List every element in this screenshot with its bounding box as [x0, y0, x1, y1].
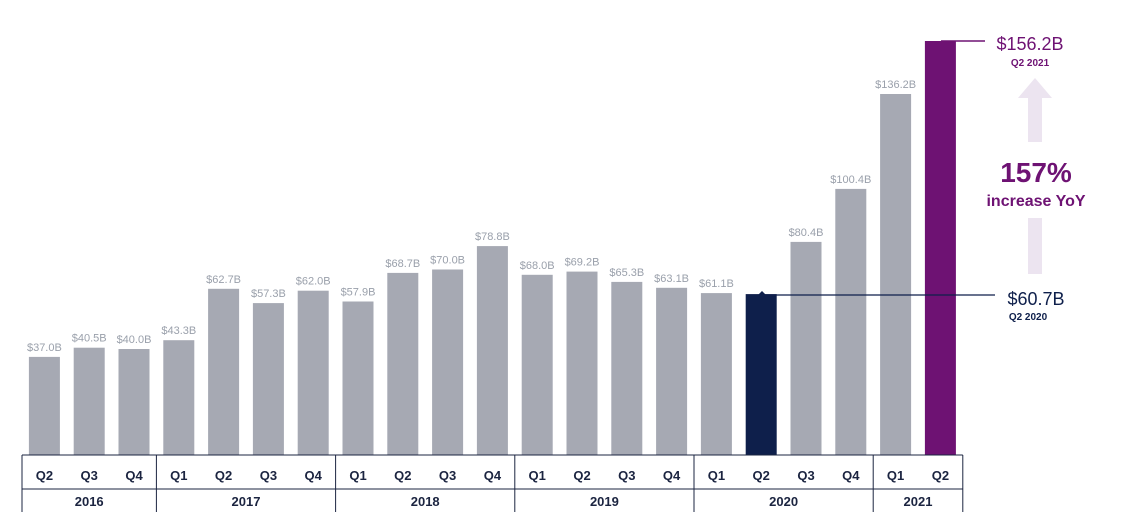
- bar-13: [611, 281, 643, 455]
- quarter-tick-8: Q2: [394, 468, 411, 483]
- bar-4: [208, 288, 240, 455]
- bar-10: [476, 246, 508, 455]
- bar-label-8: $68.7B: [385, 258, 420, 270]
- quarter-tick-3: Q1: [170, 468, 187, 483]
- bar-7: [342, 301, 374, 455]
- quarter-tick-6: Q4: [305, 468, 323, 483]
- bar-9: [432, 269, 464, 455]
- x-axis-group: Q2 Q3 Q4 Q1 Q2 Q3 Q4 Q1 Q2 Q3 Q4 Q1 Q2 Q3 Q4 Q1 Q2 Q3 Q4 Q1…: [21, 454, 964, 512]
- year-tick-2: 2018: [411, 494, 440, 509]
- bar-2: [118, 349, 150, 455]
- quarter-tick-14: Q4: [663, 468, 681, 483]
- quarter-tick-17: Q3: [797, 468, 814, 483]
- bar-label-2: $40.0B: [117, 334, 152, 346]
- bar-14: [656, 287, 688, 455]
- quarter-tick-16: Q2: [753, 468, 770, 483]
- quarter-tick-20: Q2: [932, 468, 949, 483]
- mid-callout-period: Q2 2020: [1009, 312, 1048, 323]
- bar-label-18: $100.4B: [830, 174, 871, 186]
- bar-label-11: $68.0B: [520, 260, 555, 272]
- bar-20: [924, 41, 956, 455]
- year-tick-0: 2016: [75, 494, 104, 509]
- bar-label-19: $136.2B: [875, 79, 916, 91]
- year-tick-5: 2021: [904, 494, 933, 509]
- quarter-tick-0: Q2: [36, 468, 53, 483]
- quarter-tick-1: Q3: [81, 468, 98, 483]
- bar-1: [73, 347, 105, 455]
- bar-labels-group: $37.0B $40.5B $40.0B $43.3B $62.7B $57.3B $62.…: [27, 79, 916, 354]
- callouts-group: 157% increase YoY $156.2B Q2 2021 $60.7B…: [758, 34, 1086, 323]
- bar-15: [700, 293, 732, 455]
- bar-17: [790, 241, 822, 455]
- bar-label-6: $62.0B: [296, 276, 331, 288]
- quarter-tick-10: Q4: [484, 468, 502, 483]
- bars-group: [28, 41, 956, 455]
- bar-label-5: $57.3B: [251, 288, 286, 300]
- bar-5: [252, 303, 284, 455]
- year-tick-4: 2020: [769, 494, 798, 509]
- quarter-tick-12: Q2: [573, 468, 590, 483]
- quarter-tick-19: Q1: [887, 468, 904, 483]
- increase-arrow-shaft: [1028, 218, 1042, 274]
- bar-label-7: $57.9B: [341, 287, 376, 299]
- quarter-tick-18: Q4: [842, 468, 860, 483]
- quarter-tick-4: Q2: [215, 468, 232, 483]
- quarter-tick-5: Q3: [260, 468, 277, 483]
- bar-label-3: $43.3B: [161, 325, 196, 337]
- mid-callout-marker: [758, 291, 766, 299]
- bar-label-4: $62.7B: [206, 274, 241, 286]
- year-tick-1: 2017: [232, 494, 261, 509]
- bar-8: [387, 272, 419, 455]
- year-tick-3: 2019: [590, 494, 619, 509]
- quarter-tick-13: Q3: [618, 468, 635, 483]
- bar-label-15: $61.1B: [699, 278, 734, 290]
- bar-19: [880, 94, 912, 455]
- quarter-tick-7: Q1: [349, 468, 366, 483]
- increase-text: increase YoY: [986, 193, 1085, 210]
- bar-12: [566, 271, 598, 455]
- bar-label-17: $80.4B: [789, 227, 824, 239]
- mid-callout-value: $60.7B: [1007, 289, 1064, 309]
- quarter-tick-9: Q3: [439, 468, 456, 483]
- bar-label-10: $78.8B: [475, 231, 510, 243]
- bar-3: [163, 340, 195, 455]
- quarter-tick-11: Q1: [529, 468, 546, 483]
- bar-label-9: $70.0B: [430, 255, 465, 267]
- bar-label-0: $37.0B: [27, 342, 62, 354]
- top-callout-value: $156.2B: [996, 34, 1063, 54]
- bar-18: [835, 188, 867, 455]
- bar-label-1: $40.5B: [72, 333, 107, 345]
- bar-label-12: $69.2B: [565, 257, 600, 269]
- quarter-tick-15: Q1: [708, 468, 725, 483]
- bar-6: [297, 290, 329, 455]
- bar-label-14: $63.1B: [654, 273, 689, 285]
- bar-label-13: $65.3B: [609, 267, 644, 279]
- top-callout-period: Q2 2021: [1011, 58, 1050, 69]
- increase-percent: 157%: [1000, 157, 1072, 188]
- increase-arrow-head: [1018, 78, 1052, 142]
- quarter-tick-2: Q4: [125, 468, 143, 483]
- bar-11: [521, 274, 553, 455]
- bar-16: [745, 294, 777, 455]
- bar-0: [28, 356, 60, 455]
